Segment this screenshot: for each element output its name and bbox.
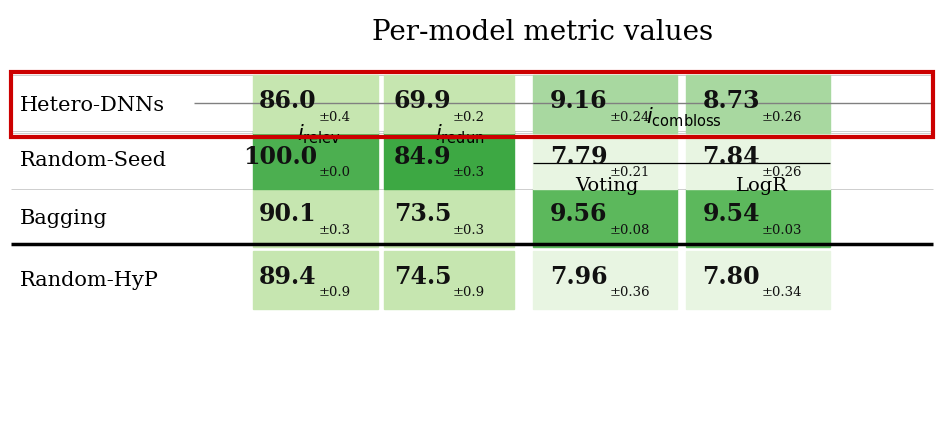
Text: ±0.4: ±0.4 [319,111,351,123]
Text: ±0.34: ±0.34 [762,286,802,298]
Bar [253,76,378,134]
Bar [533,132,677,189]
Text: 84.9: 84.9 [394,144,451,168]
Text: ±0.3: ±0.3 [453,224,485,236]
Text: 7.96: 7.96 [550,264,608,288]
Bar [384,76,514,134]
Bar [685,251,830,309]
Text: ±0.0: ±0.0 [319,166,351,179]
Text: Bagging: Bagging [20,209,108,227]
Bar [253,251,378,309]
Text: 7.84: 7.84 [702,144,760,168]
Text: 89.4: 89.4 [260,264,317,288]
Text: ±0.3: ±0.3 [319,224,351,236]
Bar [533,251,677,309]
Bar [533,76,677,134]
Text: ±0.3: ±0.3 [453,166,485,179]
Text: Random-Seed: Random-Seed [20,151,167,170]
Text: 8.73: 8.73 [702,89,760,113]
Text: ±0.36: ±0.36 [610,286,650,298]
Bar [253,189,378,247]
Text: LogR: LogR [736,176,788,194]
Bar [533,189,677,247]
Bar [384,189,514,247]
Text: ±0.9: ±0.9 [453,286,485,298]
Bar [685,189,830,247]
Text: 9.16: 9.16 [550,89,608,113]
Text: ±0.9: ±0.9 [319,286,351,298]
Text: 86.0: 86.0 [260,89,317,113]
Bar [384,251,514,309]
Bar [253,132,378,189]
Text: $i_{\mathrm{combloss}}$: $i_{\mathrm{combloss}}$ [646,105,722,129]
Text: Voting: Voting [575,176,638,194]
Text: 90.1: 90.1 [260,202,317,226]
Text: ±0.26: ±0.26 [762,111,802,123]
Text: 7.79: 7.79 [550,144,608,168]
Text: 100.0: 100.0 [243,144,317,168]
Text: 7.80: 7.80 [702,264,760,288]
Text: Random-HyP: Random-HyP [20,270,160,290]
Text: ±0.03: ±0.03 [762,224,802,236]
Text: 74.5: 74.5 [394,264,451,288]
Text: $i_{\mathrm{relev}}$: $i_{\mathrm{relev}}$ [297,122,342,146]
Text: 69.9: 69.9 [394,89,451,113]
Text: 9.54: 9.54 [702,202,760,226]
Text: ±0.24: ±0.24 [610,111,649,123]
Text: 9.56: 9.56 [550,202,608,226]
Bar [685,132,830,189]
Text: Hetero-DNNs: Hetero-DNNs [20,95,165,114]
Text: ±0.26: ±0.26 [762,166,802,179]
Text: ±0.08: ±0.08 [610,224,649,236]
Bar [384,132,514,189]
Bar [685,76,830,134]
Text: $i_{\mathrm{redun}}$: $i_{\mathrm{redun}}$ [435,122,484,146]
Text: ±0.2: ±0.2 [453,111,485,123]
Text: 73.5: 73.5 [394,202,451,226]
Text: Per-model metric values: Per-model metric values [372,18,713,46]
Text: ±0.21: ±0.21 [610,166,649,179]
